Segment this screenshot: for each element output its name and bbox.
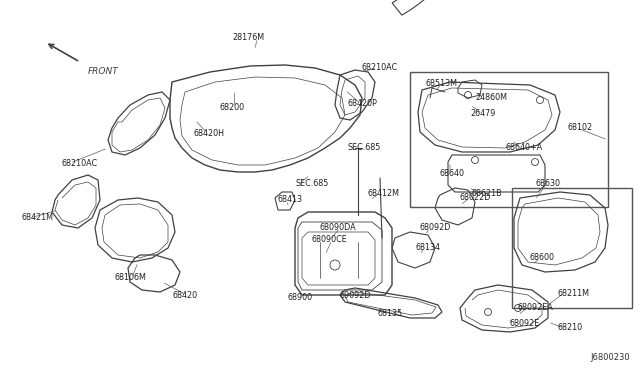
Text: 24860M: 24860M xyxy=(475,93,507,103)
Text: 68090CE: 68090CE xyxy=(312,235,348,244)
Text: 68210AC: 68210AC xyxy=(362,64,398,73)
Text: 68513M: 68513M xyxy=(425,78,457,87)
Text: 68621B: 68621B xyxy=(472,189,502,198)
Text: 68210AC: 68210AC xyxy=(62,158,98,167)
Text: 68106M: 68106M xyxy=(114,273,146,282)
Text: SEC.685: SEC.685 xyxy=(348,144,381,153)
Text: 68211M: 68211M xyxy=(558,289,590,298)
Text: 68092E: 68092E xyxy=(510,318,540,327)
Text: 68420P: 68420P xyxy=(348,99,378,108)
Text: 68090DA: 68090DA xyxy=(320,224,356,232)
Text: 68413: 68413 xyxy=(278,196,303,205)
Text: 68210: 68210 xyxy=(558,324,583,333)
Text: 68092EA: 68092EA xyxy=(518,304,554,312)
Text: 68134: 68134 xyxy=(415,244,440,253)
Text: 68640: 68640 xyxy=(440,169,465,177)
Text: 68420H: 68420H xyxy=(193,128,224,138)
Text: 68102: 68102 xyxy=(568,124,593,132)
Text: 68421M: 68421M xyxy=(22,214,54,222)
Bar xyxy=(410,72,608,207)
Text: J6800230: J6800230 xyxy=(590,353,630,362)
Text: 69092D: 69092D xyxy=(339,291,371,299)
Text: 68630: 68630 xyxy=(536,179,561,187)
Text: SEC.685: SEC.685 xyxy=(295,179,328,187)
Text: 68200: 68200 xyxy=(220,103,244,112)
Text: 68640+A: 68640+A xyxy=(505,144,542,153)
Text: 68600: 68600 xyxy=(530,253,555,263)
Text: 28176M: 28176M xyxy=(232,33,264,42)
Text: 68420: 68420 xyxy=(172,291,198,299)
Text: 68135: 68135 xyxy=(378,308,403,317)
Text: 26479: 26479 xyxy=(470,109,495,118)
Text: 68022D: 68022D xyxy=(460,193,492,202)
Text: 68412M: 68412M xyxy=(368,189,400,198)
Text: FRONT: FRONT xyxy=(88,67,119,77)
Text: 68092D: 68092D xyxy=(420,224,451,232)
Text: 68900: 68900 xyxy=(287,294,312,302)
Bar xyxy=(512,188,632,308)
